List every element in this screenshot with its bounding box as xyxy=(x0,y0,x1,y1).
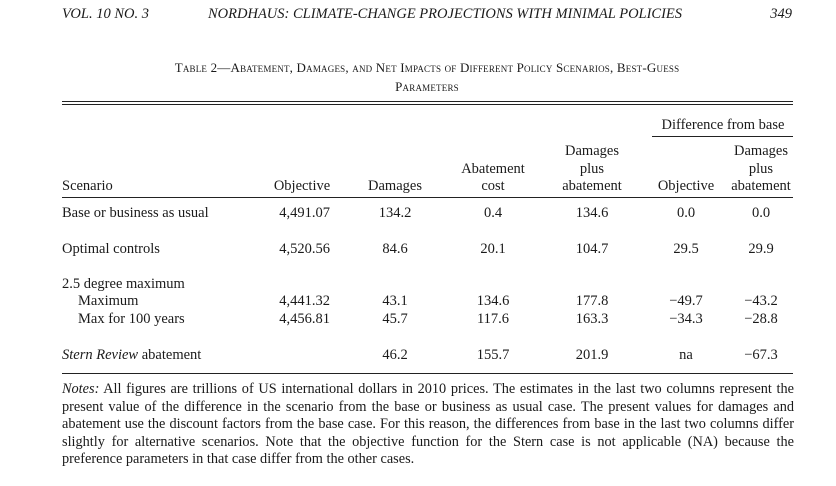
table-caption-line1: Table 2—Abatement, Damages, and Net Impa… xyxy=(174,60,680,75)
row-group-label: 2.5 degree maximum xyxy=(62,276,185,292)
header-diff-dpa-line2: plus xyxy=(748,161,774,177)
cell-damages: 84.6 xyxy=(382,241,408,257)
cell-diff-dpa: −43.2 xyxy=(744,293,778,309)
cell-diff-dpa: 29.9 xyxy=(748,241,774,257)
cell-damages: 134.2 xyxy=(378,205,412,221)
cell-diff-objective: −49.7 xyxy=(669,293,703,309)
row-scenario: Max for 100 years xyxy=(78,311,185,327)
cell-objective: 4,441.32 xyxy=(279,293,330,309)
running-title: NORDHAUS: CLIMATE-CHANGE PROJECTIONS WIT… xyxy=(208,6,683,22)
table-caption: Table 2—Abatement, Damages, and Net Impa… xyxy=(62,58,792,96)
group-header-rule xyxy=(652,136,793,137)
row-scenario: Maximum xyxy=(78,293,139,309)
cell-diff-objective: 29.5 xyxy=(673,241,699,257)
running-head: VOL. 10 NO. 3 NORDHAUS: CLIMATE-CHANGE P… xyxy=(62,6,792,26)
header-damages: Damages xyxy=(368,178,422,194)
header-scenario: Scenario xyxy=(62,178,113,194)
header-diff-dpa-line3: abatement xyxy=(731,178,791,194)
header-dpa-line3: abatement xyxy=(562,178,622,194)
notes-label: Notes: xyxy=(62,381,100,397)
cell-objective: 4,520.56 xyxy=(279,241,330,257)
cell-damages: 46.2 xyxy=(382,347,408,363)
cell-dpa: 134.6 xyxy=(575,205,609,221)
cell-abatement-cost: 134.6 xyxy=(476,293,510,309)
row-scenario-stern: Stern Review abatement xyxy=(62,347,201,364)
table-caption-line2: Parameters xyxy=(395,79,459,94)
cell-diff-dpa: 0.0 xyxy=(751,205,771,221)
header-objective: Objective xyxy=(273,178,331,194)
table-bottom-rule xyxy=(62,373,793,374)
cell-abatement-cost: 20.1 xyxy=(480,241,506,257)
cell-diff-objective: −34.3 xyxy=(669,311,703,327)
row-scenario: Optimal controls xyxy=(62,241,160,257)
cell-dpa: 177.8 xyxy=(575,293,609,309)
table-notes: Notes: All figures are trillions of US i… xyxy=(62,381,794,469)
header-rule xyxy=(62,197,793,198)
volume-label: VOL. 10 NO. 3 xyxy=(62,6,149,22)
cell-abatement-cost: 0.4 xyxy=(483,205,503,221)
cell-damages: 45.7 xyxy=(382,311,408,327)
header-diff-objective: Objective xyxy=(657,178,715,194)
group-header: Difference from base xyxy=(661,117,785,133)
table-top-rule xyxy=(62,101,793,102)
cell-dpa: 201.9 xyxy=(575,347,609,363)
cell-diff-dpa: −67.3 xyxy=(744,347,778,363)
header-abatement-cost-line1: Abatement xyxy=(461,161,525,177)
stern-review-rest: abatement xyxy=(138,347,202,363)
cell-diff-objective: na xyxy=(679,347,693,363)
cell-objective: 4,491.07 xyxy=(279,205,330,221)
header-dpa-line1: Damages xyxy=(565,143,619,159)
cell-diff-objective: 0.0 xyxy=(676,205,696,221)
row-scenario: Base or business as usual xyxy=(62,205,209,221)
cell-objective: 4,456.81 xyxy=(279,311,330,327)
cell-dpa: 104.7 xyxy=(575,241,609,257)
cell-abatement-cost: 117.6 xyxy=(476,311,510,327)
notes-text: All figures are trillions of US internat… xyxy=(62,381,794,467)
cell-damages: 43.1 xyxy=(382,293,408,309)
header-diff-dpa-line1: Damages xyxy=(734,143,788,159)
stern-review-italic: Stern Review xyxy=(62,347,139,363)
header-abatement-cost-line2: cost xyxy=(481,178,505,194)
header-dpa-line2: plus xyxy=(579,161,605,177)
page-number: 349 xyxy=(770,6,792,22)
cell-dpa: 163.3 xyxy=(575,311,609,327)
cell-abatement-cost: 155.7 xyxy=(476,347,510,363)
cell-diff-dpa: −28.8 xyxy=(744,311,778,327)
table-top-rule-2 xyxy=(62,104,793,105)
